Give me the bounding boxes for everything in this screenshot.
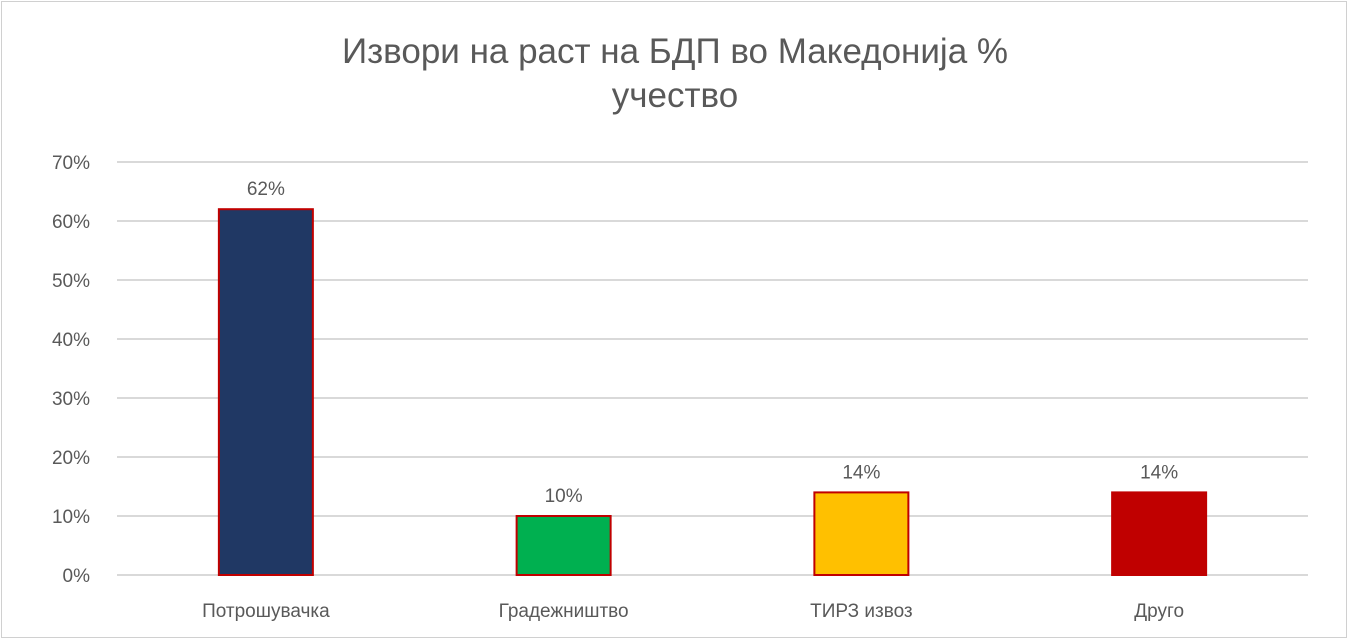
data-label: 14% [1140, 462, 1178, 483]
bar [813, 491, 910, 576]
bar [1111, 491, 1208, 576]
data-label: 14% [842, 462, 880, 483]
data-label: 10% [545, 486, 583, 507]
y-tick-label: 0% [63, 566, 91, 587]
x-tick-label: ТИРЗ извоз [810, 601, 913, 622]
y-tick-label: 10% [52, 507, 90, 528]
y-tick-label: 60% [52, 212, 90, 233]
y-tick-label: 30% [52, 389, 90, 410]
bar [217, 208, 314, 576]
data-label: 62% [247, 179, 285, 200]
chart-title: Извори на раст на БДП во Македонија % уч… [0, 30, 1350, 118]
bar [515, 515, 612, 576]
x-tick-label: Потрошувачка [202, 601, 330, 622]
x-tick-label: Друго [1134, 601, 1184, 622]
y-tick-label: 70% [52, 153, 90, 174]
y-tick-label: 40% [52, 330, 90, 351]
chart-title-line2: учество [611, 76, 739, 115]
y-tick-label: 50% [52, 271, 90, 292]
chart-title-line1: Извори на раст на БДП во Македонија % [341, 32, 1009, 71]
x-tick-label: Градежништво [499, 601, 629, 622]
y-tick-label: 20% [52, 448, 90, 469]
